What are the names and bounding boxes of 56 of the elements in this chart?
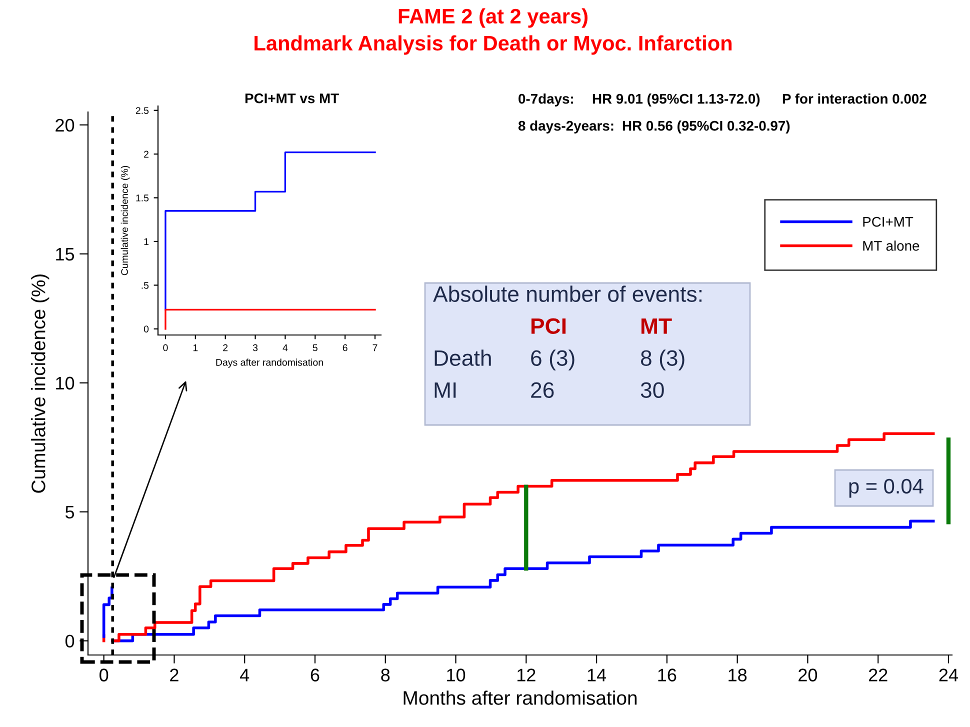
y-tick-label: 1.5 — [136, 194, 149, 202]
annotation: 6 (3) — [531, 350, 574, 370]
y-tick-label: 1 — [144, 238, 148, 245]
annotation: 8 days-2years: — [518, 120, 614, 134]
y-tick-label: 0 — [144, 326, 149, 332]
chart-subtitle: Landmark Analysis for Death or Myoc. Infarction — [254, 35, 732, 55]
annotation: HR 0.56 (95%CI 0.32-0.97) — [622, 120, 790, 134]
chart-title: PCI+MT vs MT — [245, 93, 339, 104]
text: P for interaction 0.002 — [782, 94, 926, 104]
y-tick-label: .5 — [142, 282, 149, 289]
x-axis-title: Months after randomisation — [404, 690, 637, 705]
annotation: MT — [641, 318, 672, 334]
annotation: MI — [434, 382, 456, 398]
y-tick-label: 20 — [56, 118, 74, 132]
x-tick-label: 7 — [372, 344, 378, 352]
x-tick-label: 10 — [447, 668, 466, 682]
y-tick-label: 0 — [65, 634, 74, 648]
x-tick-label: 4 — [240, 668, 250, 682]
x-tick-label: 6 — [342, 344, 348, 352]
annotation: Death — [434, 350, 491, 366]
x-axis-title: Days after randomisation — [216, 358, 323, 368]
x-tick-label: 18 — [728, 668, 747, 682]
x-tick-label: 2 — [170, 668, 178, 682]
x-tick-label: 2 — [223, 344, 228, 352]
x-tick-label: 12 — [517, 668, 536, 682]
x-tick-label: 24 — [939, 668, 958, 682]
x-tick-label: 20 — [798, 668, 818, 682]
x-tick-label: 4 — [282, 344, 288, 352]
annotation: 30 — [640, 382, 664, 398]
y-axis-title: Cumulative incidence (%) — [31, 274, 50, 493]
y-axis-title: Cumulative incidence (%) — [120, 166, 130, 276]
text: HR 9.01 (95%CI 1.13-72.0) — [592, 94, 760, 106]
x-tick-label: 16 — [658, 668, 676, 682]
annotation: 8 (3) — [640, 350, 684, 370]
annotation: p = 0.04 — [849, 478, 924, 498]
chart-title: FAME 2 (at 2 years) — [398, 8, 588, 28]
x-tick-label: 1 — [193, 344, 198, 352]
x-tick-label: 22 — [868, 668, 888, 682]
y-tick-label: 5 — [65, 506, 74, 519]
y-tick-label: 15 — [56, 248, 74, 261]
y-tick-label: 2.5 — [136, 107, 149, 114]
annotation: PCI — [531, 318, 566, 334]
x-tick-label: 14 — [588, 668, 606, 682]
y-tick-label: 2 — [144, 150, 148, 158]
x-tick-label: 0 — [100, 668, 108, 682]
x-tick-label: 5 — [312, 344, 318, 352]
annotation: Absolute number of events: — [433, 286, 702, 302]
legend-label: MT alone — [863, 240, 920, 251]
x-tick-label: 6 — [310, 668, 320, 682]
y-tick-label: 10 — [56, 376, 74, 390]
x-tick-label: 3 — [252, 344, 258, 352]
legend-label: PCI+MT — [863, 216, 914, 227]
annotation: 26 — [531, 382, 554, 398]
x-tick-label: 8 — [381, 668, 390, 682]
text: 0-7days: — [518, 94, 574, 106]
x-tick-label: 0 — [163, 344, 168, 352]
